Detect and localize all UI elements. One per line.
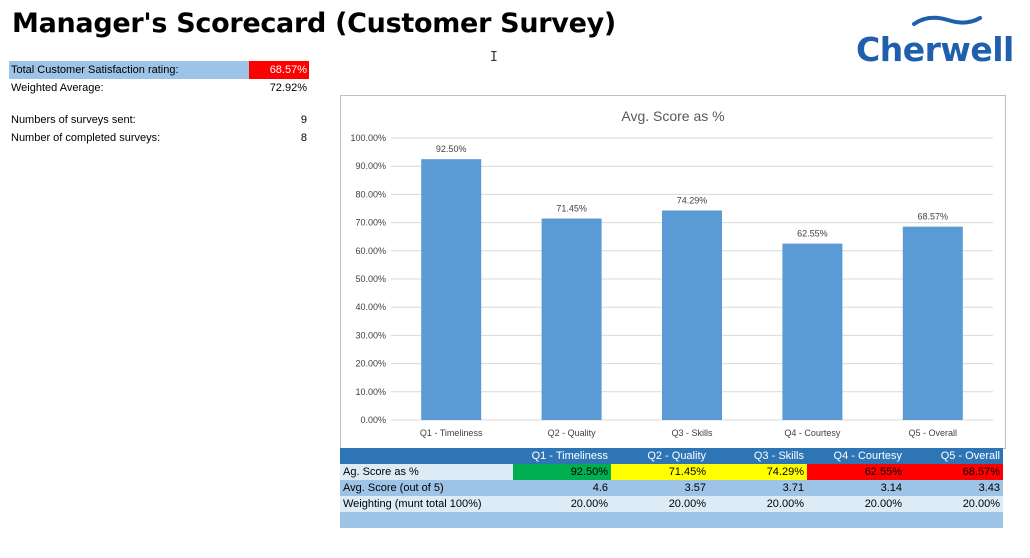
y-tick-label: 10.00% xyxy=(355,387,386,397)
data-label: 71.45% xyxy=(556,204,587,214)
table-header-cell xyxy=(340,448,513,464)
table-cell: 68.57% xyxy=(905,464,1003,480)
logo-text: Cherwell xyxy=(856,30,1014,69)
table-cell: 4.6 xyxy=(513,480,611,496)
table-cell: 92.50% xyxy=(513,464,611,480)
summary-panel: Total Customer Satisfaction rating: 68.5… xyxy=(9,61,309,147)
y-tick-label: 60.00% xyxy=(355,246,386,256)
x-tick-label: Q1 - Timeliness xyxy=(420,428,483,438)
text-cursor-icon: I xyxy=(490,50,498,65)
y-tick-label: 40.00% xyxy=(355,302,386,312)
table-cell: 62.55% xyxy=(807,464,905,480)
page-title: Manager's Scorecard (Customer Survey) xyxy=(12,8,616,39)
y-tick-label: 90.00% xyxy=(355,161,386,171)
table-cell: 74.29% xyxy=(709,464,807,480)
cherwell-logo: Cherwell xyxy=(856,12,1016,69)
surveys-completed-row: Number of completed surveys: 8 xyxy=(9,129,309,147)
data-label: 68.57% xyxy=(918,212,949,222)
table-cell: 3.14 xyxy=(807,480,905,496)
y-tick-label: 30.00% xyxy=(355,330,386,340)
total-satisfaction-label: Total Customer Satisfaction rating: xyxy=(11,64,179,76)
table-cell: 20.00% xyxy=(807,496,905,512)
bar[interactable] xyxy=(421,159,482,420)
table-cell: 3.57 xyxy=(611,480,709,496)
surveys-sent-row: Numbers of surveys sent: 9 xyxy=(9,111,309,129)
table-cell: 3.71 xyxy=(709,480,807,496)
total-satisfaction-row: Total Customer Satisfaction rating: 68.5… xyxy=(9,61,309,79)
table-cell: 20.00% xyxy=(709,496,807,512)
table-cell: 20.00% xyxy=(611,496,709,512)
surveys-completed-label: Number of completed surveys: xyxy=(11,132,161,144)
y-tick-label: 80.00% xyxy=(355,189,386,199)
weighted-average-value: 72.92% xyxy=(269,82,307,94)
weighted-average-label: Weighted Average: xyxy=(11,82,104,94)
table-header-cell: Q1 - Timeliness xyxy=(513,448,611,464)
bar[interactable] xyxy=(902,226,963,420)
chart-title: Avg. Score as % xyxy=(621,108,724,124)
table-row-empty xyxy=(340,512,1003,528)
table-cell: 20.00% xyxy=(513,496,611,512)
data-label: 62.55% xyxy=(797,229,828,239)
chart-canvas: Avg. Score as % 0.00% 10.00% 20.00% 30.00% 4… xyxy=(350,108,993,438)
table-header-cell: Q3 - Skills xyxy=(709,448,807,464)
bar[interactable] xyxy=(782,243,843,420)
y-tick-label: 0.00% xyxy=(360,415,386,425)
table-header-cell: Q5 - Overall xyxy=(905,448,1003,464)
x-tick-label: Q2 - Quality xyxy=(548,428,597,438)
surveys-sent-value: 9 xyxy=(300,114,307,126)
weighted-average-row: Weighted Average: 72.92% xyxy=(9,79,309,97)
y-tick-label: 50.00% xyxy=(355,274,386,284)
data-label: 92.50% xyxy=(436,144,467,154)
table-cell: 71.45% xyxy=(611,464,709,480)
table-row: Ag. Score as % 92.50% 71.45% 74.29% 62.5… xyxy=(340,464,1003,480)
row-label: Avg. Score (out of 5) xyxy=(340,480,513,496)
bar[interactable] xyxy=(541,218,602,420)
y-tick-label: 20.00% xyxy=(355,359,386,369)
x-tick-label: Q5 - Overall xyxy=(909,428,958,438)
table-header-cell: Q4 - Courtesy xyxy=(807,448,905,464)
table-row: Weighting (munt total 100%) 20.00% 20.00… xyxy=(340,496,1003,512)
bar[interactable] xyxy=(662,210,722,420)
x-tick-label: Q3 - Skills xyxy=(671,428,713,438)
table-row: Avg. Score (out of 5) 4.6 3.57 3.71 3.14… xyxy=(340,480,1003,496)
logo-swoosh-icon xyxy=(912,15,982,26)
table-cell: 20.00% xyxy=(905,496,1003,512)
score-table: Q1 - Timeliness Q2 - Quality Q3 - Skills… xyxy=(340,448,1003,528)
table-header-row: Q1 - Timeliness Q2 - Quality Q3 - Skills… xyxy=(340,448,1003,464)
surveys-sent-label: Numbers of surveys sent: xyxy=(11,114,136,126)
y-tick-label: 100.00% xyxy=(350,133,386,143)
data-label: 74.29% xyxy=(677,196,708,206)
score-chart[interactable]: Avg. Score as % 0.00% 10.00% 20.00% 30.00% 4… xyxy=(340,95,1006,449)
table-cell: 3.43 xyxy=(905,480,1003,496)
surveys-completed-value: 8 xyxy=(300,132,307,144)
row-label: Weighting (munt total 100%) xyxy=(340,496,513,512)
total-satisfaction-value: 68.57% xyxy=(249,61,309,79)
x-tick-label: Q4 - Courtesy xyxy=(784,428,841,438)
row-label: Ag. Score as % xyxy=(340,464,513,480)
y-tick-label: 70.00% xyxy=(355,218,386,228)
table-header-cell: Q2 - Quality xyxy=(611,448,709,464)
